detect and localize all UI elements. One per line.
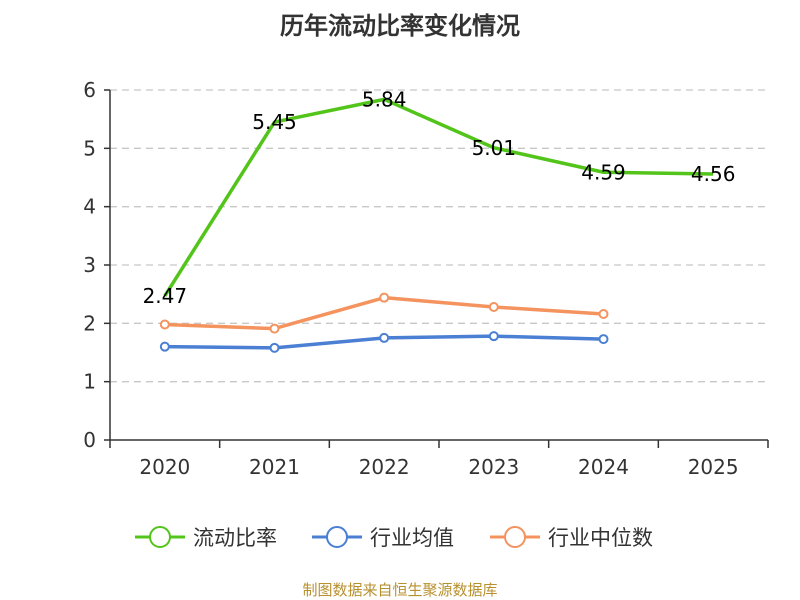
data-point [488,331,499,342]
y-tick-label: 2 [83,311,96,335]
legend-swatch-marker [504,526,526,548]
y-tick-label: 6 [83,78,96,102]
data-labels: 2.47 5.45 5.84 5.01 4.59 4.56 [143,87,736,308]
x-tick-label: 2022 [359,455,410,479]
x-tick-label: 2024 [578,455,629,479]
chart-title: 历年流动比率变化情况 [280,12,520,40]
data-point [488,302,499,312]
legend-swatch-marker [326,526,348,548]
data-point [159,319,170,330]
x-tick-label: 2023 [468,455,519,479]
data-label: 4.56 [691,162,736,186]
data-point [379,292,390,303]
legend-label: 流动比率 [193,526,277,550]
data-point [159,341,170,352]
y-tick-label: 4 [83,195,96,219]
data-label: 5.45 [252,110,297,134]
x-tick-label: 2021 [249,455,300,479]
legend-label: 行业均值 [370,526,454,550]
y-tick-label: 1 [83,370,96,394]
data-label: 4.59 [581,160,626,184]
data-point [379,332,390,343]
y-tick-label: 0 [83,428,96,452]
legend-item[interactable]: 行业中位数 [490,526,653,550]
data-label: 5.84 [362,87,407,111]
x-tick-label: 2025 [688,455,739,479]
legend-item[interactable]: 行业均值 [312,526,454,550]
legend-item[interactable]: 流动比率 [135,526,277,550]
series-line [163,97,714,297]
data-point [598,334,609,345]
series-layer [159,97,714,353]
data-label: 2.47 [143,284,188,308]
data-point [269,342,280,353]
legend: 流动比率 行业均值 行业中位数 [135,526,653,550]
data-point [269,323,280,334]
data-label: 5.01 [472,136,517,160]
legend-swatch-marker [149,526,171,548]
y-tick-label: 5 [83,136,96,160]
source-note: 制图数据来自恒生聚源数据库 [302,581,497,599]
y-tick-label: 3 [83,253,96,277]
x-tick-label: 2020 [139,455,190,479]
axes: 0 1 2 3 4 5 6 2020 2021 2022 2023 2024 2025 [83,78,769,479]
data-point [598,309,609,319]
legend-label: 行业中位数 [548,526,653,550]
